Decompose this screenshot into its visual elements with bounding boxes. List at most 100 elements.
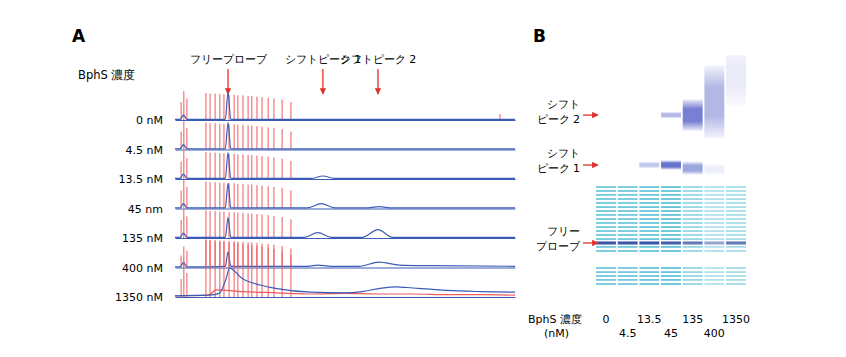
ladder-band: [726, 210, 746, 212]
ladder-band: [639, 194, 659, 196]
peak: [262, 156, 263, 179]
axis-line: [176, 268, 516, 269]
ladder-band: [704, 279, 724, 281]
peak: [251, 213, 252, 238]
trace-marks: [175, 180, 515, 209]
x-axis: [176, 238, 516, 239]
trace: 13.5 nM: [119, 151, 516, 186]
ladder-band: [661, 202, 681, 204]
trace: 1350 nM: [115, 240, 515, 304]
ladder-band: [639, 238, 659, 240]
ladder-band: [639, 246, 659, 248]
band-label-line: フリー: [547, 225, 580, 238]
peak: [268, 98, 269, 120]
gel-band: [596, 241, 616, 245]
peak: [205, 210, 206, 238]
ladder-band: [596, 210, 616, 212]
ladder-band: [661, 194, 681, 196]
ladder-band: [683, 226, 703, 228]
peak: [243, 154, 244, 179]
peak: [210, 211, 211, 238]
peak: [268, 215, 269, 238]
ladder-band: [618, 198, 638, 200]
ladder-band: [618, 267, 638, 269]
ladder-band: [661, 190, 681, 192]
ladder-band: [661, 283, 681, 285]
ladder-band: [661, 275, 681, 277]
peak: [205, 182, 206, 209]
ladder-band: [618, 238, 638, 240]
peak: [186, 158, 187, 179]
annotation-arrow: [377, 69, 378, 94]
peak: [215, 94, 216, 120]
ladder-band: [726, 234, 746, 236]
peak: [273, 216, 274, 238]
axis-line: [176, 209, 516, 210]
axis-line: [176, 150, 516, 151]
ladder-band: [661, 198, 681, 200]
ladder-band: [726, 275, 746, 277]
ladder-band: [683, 206, 703, 208]
peak: [215, 241, 216, 297]
ladder-band: [683, 214, 703, 216]
ladder-band: [618, 186, 638, 188]
row-label: 13.5 nM: [119, 173, 163, 186]
gel-band: [661, 241, 681, 245]
peak: [282, 188, 283, 208]
ladder-band: [726, 218, 746, 220]
ladder-band: [596, 190, 616, 192]
ladder-band: [661, 218, 681, 220]
ladder-band: [639, 186, 659, 188]
ladder-band: [661, 246, 681, 248]
ladder-band: [661, 271, 681, 273]
ladder-band: [704, 283, 724, 285]
lane-label: 135: [682, 313, 703, 326]
ladder-band: [683, 186, 703, 188]
ladder-band: [596, 198, 616, 200]
figure-svg: ABphS 濃度フリープローブシフトピーク 1シフトピーク 20 nM4.5 n…: [0, 0, 846, 357]
ladder-band: [596, 194, 616, 196]
gel-band: [661, 112, 681, 118]
peak: [234, 154, 235, 179]
peak: [223, 94, 224, 120]
ladder-band: [683, 218, 703, 220]
ladder-band: [683, 198, 703, 200]
ladder-band: [683, 250, 703, 252]
ladder-band: [704, 234, 724, 236]
ladder-band: [639, 226, 659, 228]
ladder-band: [639, 279, 659, 281]
peak: [186, 216, 187, 238]
gel-band: [704, 164, 724, 174]
peak: [219, 153, 220, 179]
ladder-band: [618, 206, 638, 208]
ladder-band: [726, 279, 746, 281]
lane-label: 4.5: [619, 327, 637, 340]
ladder-band: [596, 202, 616, 204]
ladder-band: [704, 250, 724, 252]
ladder-band: [683, 279, 703, 281]
peak: [186, 251, 187, 268]
row-label: 45 nm: [128, 203, 163, 216]
trace-marks: [175, 240, 515, 297]
peak: [262, 97, 263, 120]
ladder-band: [726, 226, 746, 228]
ladder-band: [618, 271, 638, 273]
x-axis: [176, 150, 516, 151]
peak: [219, 183, 220, 209]
ladder-band: [639, 250, 659, 252]
ladder-band: [726, 190, 746, 192]
ladder-band: [726, 222, 746, 224]
lane-label: 0: [602, 313, 609, 326]
peak: [243, 213, 244, 238]
x-axis: [176, 179, 516, 180]
peak: [273, 249, 274, 297]
ladder-band: [596, 226, 616, 228]
ladder-band: [596, 218, 616, 220]
peak: [237, 244, 238, 297]
ladder-band: [704, 214, 724, 216]
band-label: シフトピーク 1: [537, 147, 581, 175]
band-arrow: [583, 242, 598, 243]
ladder-band: [639, 283, 659, 285]
peak: [210, 94, 211, 120]
gel-band: [661, 160, 681, 169]
